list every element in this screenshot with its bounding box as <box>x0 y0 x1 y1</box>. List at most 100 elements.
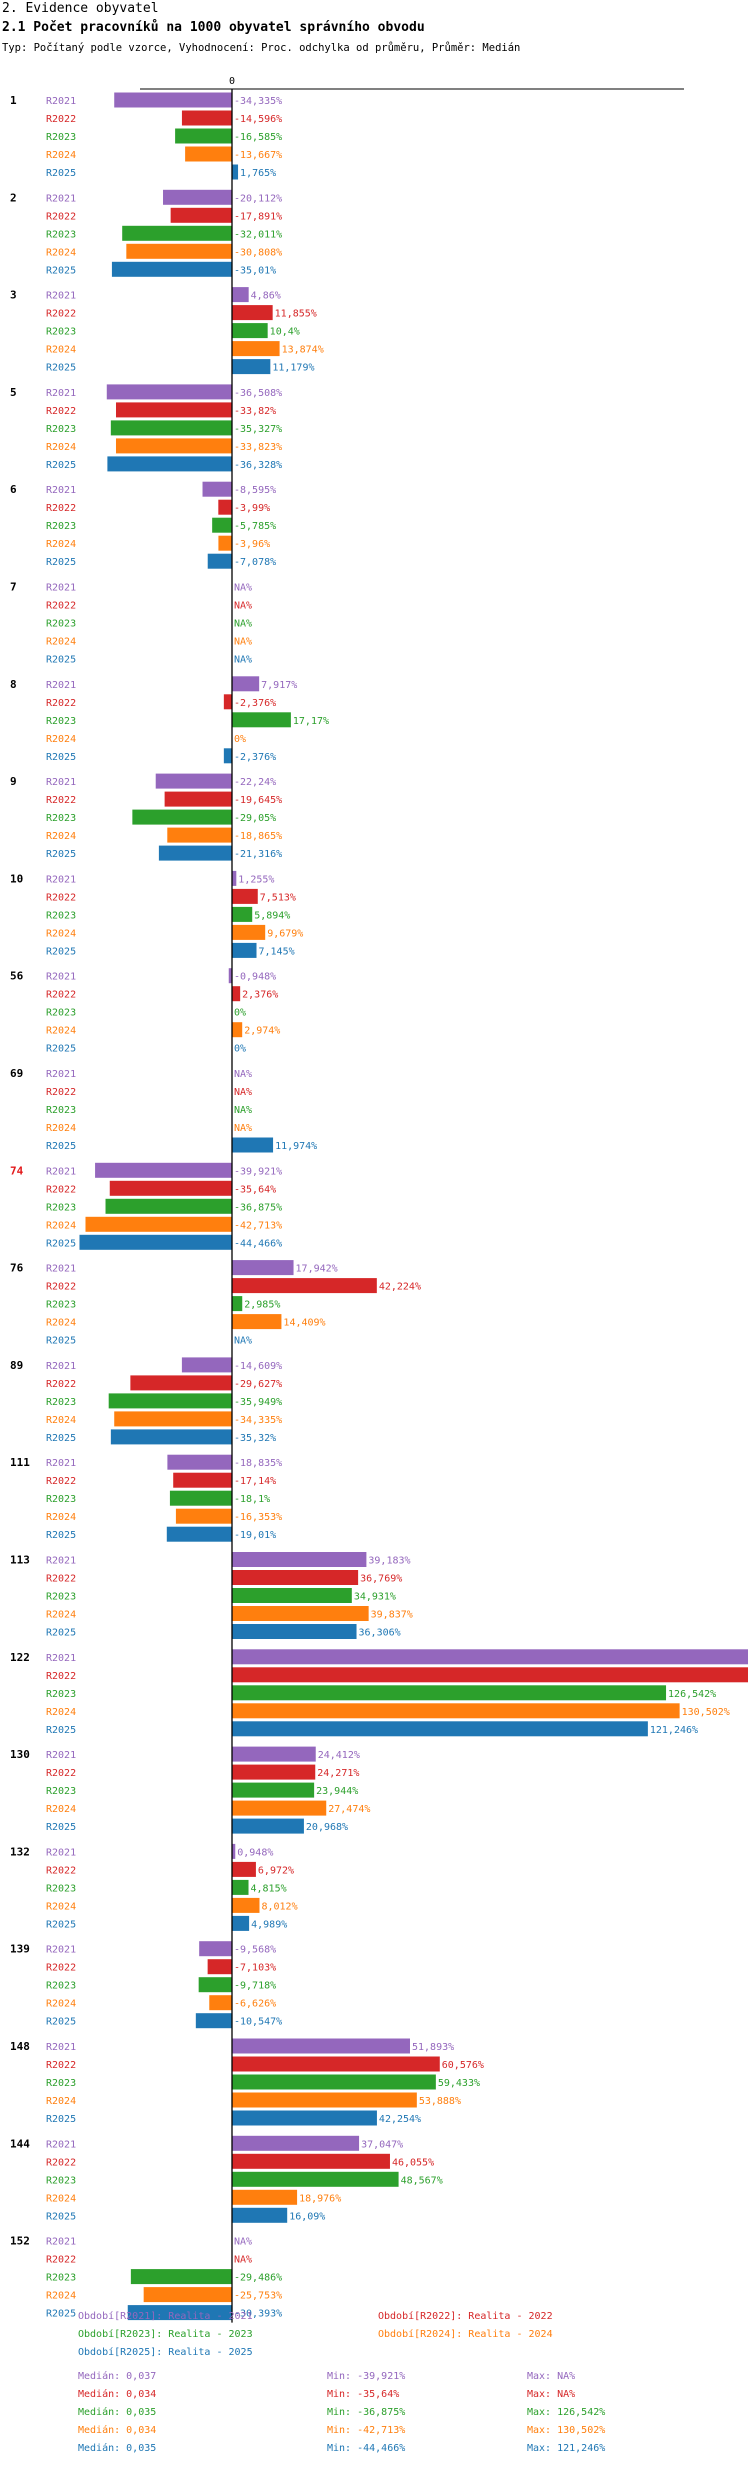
bar-130-r2023 <box>232 1782 315 1798</box>
series-label-r2024: R2024 <box>46 539 76 550</box>
series-label-r2023: R2023 <box>46 2078 76 2089</box>
value-label-7-r2022: NA% <box>234 601 252 612</box>
bar-69-r2025 <box>232 1137 274 1153</box>
bar-2-r2024 <box>126 243 232 259</box>
value-label-6-r2023: -5,785% <box>234 521 276 532</box>
bar-2-r2023 <box>122 225 232 241</box>
bar-76-r2022 <box>232 1278 377 1294</box>
value-label-9-r2024: -18,865% <box>234 831 282 842</box>
value-label-74-r2023: -36,875% <box>234 1202 282 1213</box>
series-label-r2022: R2022 <box>46 1963 76 1974</box>
group-label-130: 130 <box>10 1748 30 1761</box>
bar-89-r2023 <box>108 1393 232 1409</box>
series-label-r2025: R2025 <box>46 1822 76 1833</box>
bar-5-r2025 <box>107 456 232 472</box>
value-label-111-r2021: -18,835% <box>234 1458 282 1469</box>
value-label-76-r2022: 42,224% <box>379 1282 421 1293</box>
value-label-3-r2025: 11,179% <box>272 363 314 374</box>
stat-min-r2023: Min: -36,875% <box>327 2407 405 2418</box>
group-label-139: 139 <box>10 1943 30 1956</box>
value-label-69-r2022: NA% <box>234 1087 252 1098</box>
series-label-r2024: R2024 <box>46 2291 76 2302</box>
value-label-139-r2023: -9,718% <box>234 1981 276 1992</box>
bar-9-r2024 <box>167 827 232 843</box>
group-label-76: 76 <box>10 1262 24 1275</box>
series-label-r2023: R2023 <box>46 1300 76 1311</box>
bar-76-r2024 <box>232 1314 282 1330</box>
series-label-r2025: R2025 <box>46 460 76 471</box>
series-label-r2022: R2022 <box>46 406 76 417</box>
bar-144-r2021 <box>232 2135 360 2151</box>
value-label-3-r2022: 11,855% <box>275 309 317 320</box>
series-label-r2022: R2022 <box>46 1574 76 1585</box>
value-label-74-r2024: -42,713% <box>234 1220 282 1231</box>
series-label-r2025: R2025 <box>46 1141 76 1152</box>
bar-6-r2023 <box>212 517 232 533</box>
value-label-6-r2022: -3,99% <box>234 503 270 514</box>
value-label-1-r2021: -34,335% <box>234 96 282 107</box>
bar-9-r2022 <box>164 791 232 807</box>
value-label-130-r2024: 27,474% <box>328 1804 370 1815</box>
series-label-r2024: R2024 <box>46 345 76 356</box>
zero-tick-label: 0 <box>229 76 235 87</box>
value-label-76-r2025: NA% <box>234 1336 252 1347</box>
series-label-r2025: R2025 <box>46 2309 76 2320</box>
value-label-74-r2025: -44,466% <box>234 1238 282 1249</box>
series-label-r2022: R2022 <box>46 892 76 903</box>
bar-152-r2024 <box>143 2287 232 2303</box>
stat-median-r2021: Medián: 0,037 <box>78 2370 156 2382</box>
series-label-r2024: R2024 <box>46 2096 76 2107</box>
bar-74-r2024 <box>85 1216 232 1232</box>
bar-122-r2024 <box>232 1703 680 1719</box>
bar-111-r2024 <box>175 1508 232 1524</box>
group-label-9: 9 <box>10 775 17 788</box>
bar-56-r2024 <box>232 1022 243 1038</box>
value-label-8-r2023: 17,17% <box>293 716 329 727</box>
series-label-r2023: R2023 <box>46 1105 76 1116</box>
stat-min-r2024: Min: -42,713% <box>327 2425 405 2436</box>
series-label-r2022: R2022 <box>46 1768 76 1779</box>
bar-132-r2021 <box>232 1843 236 1859</box>
series-label-r2025: R2025 <box>46 1044 76 1055</box>
bar-139-r2022 <box>207 1959 232 1975</box>
bar-122-r2022 <box>232 1667 748 1683</box>
bar-139-r2025 <box>195 2013 232 2029</box>
series-label-r2022: R2022 <box>46 2060 76 2071</box>
series-label-r2023: R2023 <box>46 910 76 921</box>
value-label-111-r2024: -16,353% <box>234 1512 282 1523</box>
bar-5-r2021 <box>106 384 232 400</box>
bar-1-r2022 <box>181 110 232 126</box>
bar-89-r2024 <box>114 1411 232 1427</box>
value-label-69-r2023: NA% <box>234 1105 252 1116</box>
value-label-152-r2025: -30,393% <box>234 2309 282 2320</box>
series-label-r2021: R2021 <box>46 2042 76 2053</box>
value-label-130-r2022: 24,271% <box>317 1768 359 1779</box>
group-label-148: 148 <box>10 2040 30 2053</box>
value-label-76-r2021: 17,942% <box>296 1264 338 1275</box>
group-label-7: 7 <box>10 581 17 594</box>
bar-3-r2022 <box>232 305 273 321</box>
series-label-r2021: R2021 <box>46 777 76 788</box>
value-label-10-r2024: 9,679% <box>267 928 303 939</box>
value-label-132-r2022: 6,972% <box>258 1865 294 1876</box>
group-label-6: 6 <box>10 483 17 496</box>
value-label-130-r2023: 23,944% <box>316 1786 358 1797</box>
series-label-r2025: R2025 <box>46 265 76 276</box>
bar-2-r2022 <box>170 207 232 223</box>
series-label-r2024: R2024 <box>46 928 76 939</box>
bar-113-r2021 <box>232 1552 367 1567</box>
value-label-10-r2025: 7,145% <box>259 946 295 957</box>
group-label-10: 10 <box>10 872 23 885</box>
value-label-113-r2024: 39,837% <box>371 1610 413 1621</box>
series-label-r2025: R2025 <box>46 946 76 957</box>
series-label-r2021: R2021 <box>46 1166 76 1177</box>
stat-min-r2022: Min: -35,64% <box>327 2389 399 2400</box>
bar-132-r2024 <box>232 1897 260 1913</box>
series-label-r2025: R2025 <box>46 655 76 666</box>
series-label-r2024: R2024 <box>46 1804 76 1815</box>
legend-item-r2024: Období[R2024]: Realita - 2024 <box>378 2328 553 2340</box>
series-label-r2022: R2022 <box>46 1671 76 1682</box>
series-label-r2021: R2021 <box>46 193 76 204</box>
bar-56-r2021 <box>228 968 232 984</box>
value-label-56-r2021: -0,948% <box>234 972 276 983</box>
